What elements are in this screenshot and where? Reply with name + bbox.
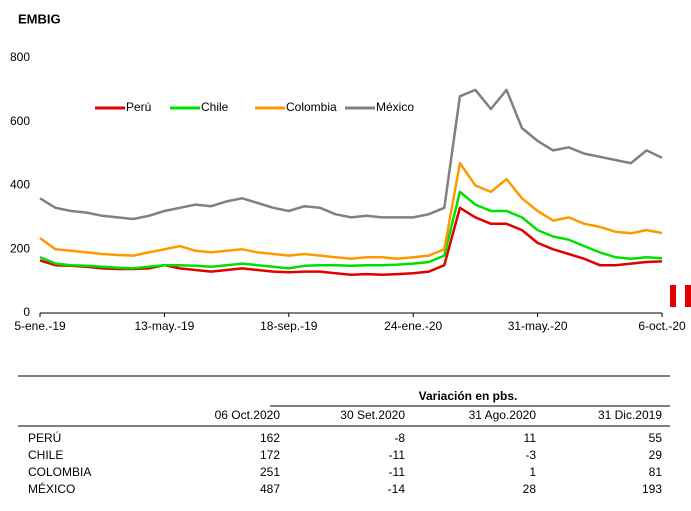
table-cell: -14	[388, 482, 406, 496]
x-tick-label: 6-oct.-20	[638, 319, 686, 333]
table-group-header: Variación en pbs.	[419, 389, 518, 403]
table-cell: -3	[525, 448, 536, 462]
y-tick-label: 800	[10, 50, 30, 64]
table-cell: -8	[394, 431, 405, 445]
line-series	[39, 161, 663, 261]
table-cell: 1	[529, 465, 536, 479]
table-cell: -11	[389, 448, 406, 462]
table-cell: 11	[524, 431, 537, 445]
x-tick-label: 31-may.-20	[508, 319, 568, 333]
column-header: 31 Ago.2020	[469, 408, 537, 422]
y-tick-label: 600	[10, 114, 30, 128]
table-cell: 55	[649, 431, 663, 445]
line-series	[39, 190, 663, 270]
table-cell: 81	[649, 465, 663, 479]
column-header: 31 Dic.2019	[598, 408, 662, 422]
table-cell: 28	[523, 482, 537, 496]
column-header: 06 Oct.2020	[215, 408, 281, 422]
x-tick-label: 13-may.-19	[134, 319, 194, 333]
row-label: CHILE	[28, 448, 63, 462]
column-header: 30 Set.2020	[340, 408, 405, 422]
table-cell: 162	[260, 431, 280, 445]
row-label: MÉXICO	[28, 481, 75, 496]
table-cell: 487	[260, 482, 280, 496]
x-tick-label: 24-ene.-20	[384, 319, 442, 333]
x-tick-label: 5-ene.-19	[14, 319, 66, 333]
flag-icon	[670, 285, 676, 307]
row-label: PERÚ	[28, 430, 61, 445]
y-tick-label: 200	[10, 241, 30, 255]
table-cell: 172	[260, 448, 280, 462]
chart-title: EMBIG	[18, 11, 61, 26]
line-series	[39, 206, 663, 277]
table-cell: -11	[389, 465, 406, 479]
flag-icon	[685, 285, 691, 307]
table-cell: 251	[260, 465, 280, 479]
legend-label: Colombia	[286, 100, 337, 114]
table-cell: 193	[642, 482, 662, 496]
row-label: COLOMBIA	[28, 465, 91, 479]
legend-label: Perú	[126, 100, 151, 114]
legend-label: México	[376, 100, 414, 114]
x-tick-label: 18-sep.-19	[260, 319, 318, 333]
y-tick-label: 0	[23, 305, 30, 319]
y-tick-label: 400	[10, 178, 30, 192]
table-cell: 29	[649, 448, 663, 462]
legend-label: Chile	[201, 100, 229, 114]
line-series	[39, 88, 663, 221]
